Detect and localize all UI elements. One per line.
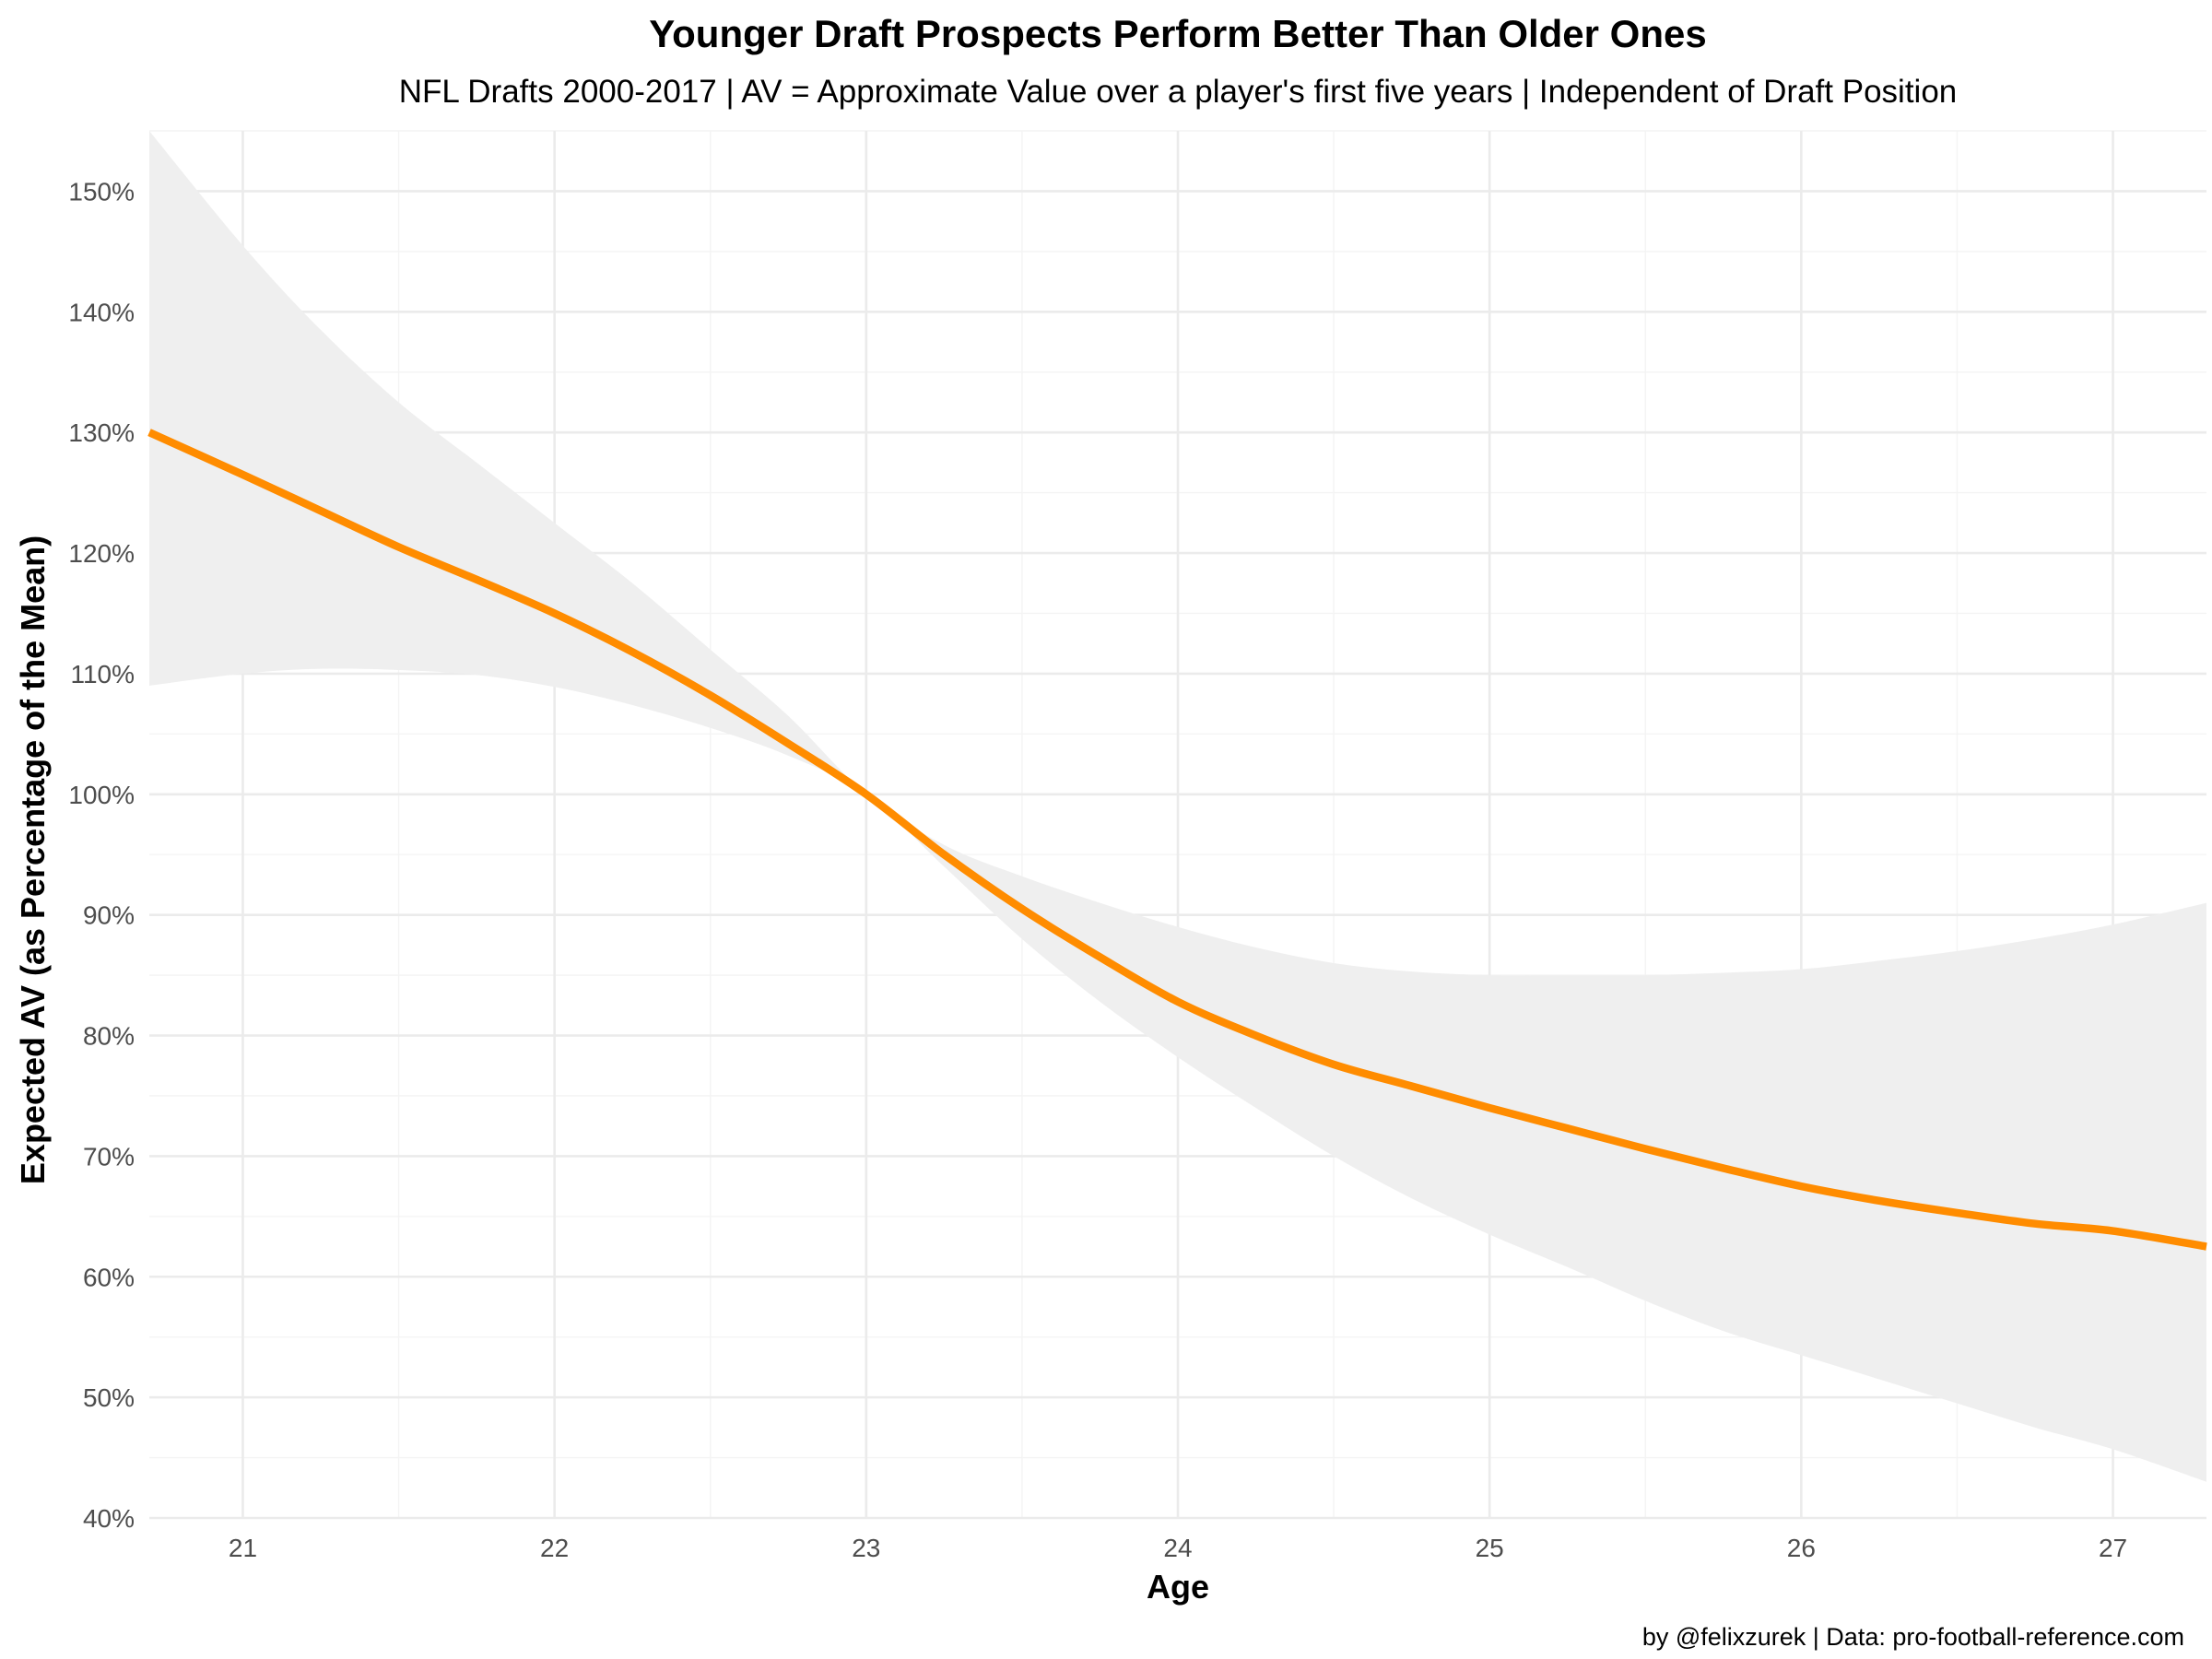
x-tick-label: 22 xyxy=(540,1534,569,1562)
y-axis-tick-labels: 40% 50% 60% 70% 80% 90% 100% 110% 120% 130% 140% 15… xyxy=(68,177,135,1533)
y-tick-label: 50% xyxy=(83,1383,135,1412)
y-tick-label: 100% xyxy=(68,781,135,809)
y-tick-label: 120% xyxy=(68,539,135,568)
y-tick-label: 70% xyxy=(83,1142,135,1171)
x-tick-label: 23 xyxy=(852,1534,880,1562)
chart-subtitle: NFL Drafts 2000-2017 | AV = Approximate … xyxy=(399,74,1958,110)
y-tick-label: 40% xyxy=(83,1504,135,1533)
x-tick-label: 27 xyxy=(2099,1534,2127,1562)
y-axis-title: Expected AV (as Percentage of the Mean) xyxy=(14,535,52,1184)
y-tick-label: 60% xyxy=(83,1263,135,1291)
fit-line xyxy=(147,429,2207,1251)
x-tick-label: 26 xyxy=(1787,1534,1816,1562)
x-axis-title: Age xyxy=(1147,1568,1209,1606)
y-tick-label: 110% xyxy=(70,660,135,688)
confidence-band xyxy=(149,131,2206,1482)
chart-title: Younger Draft Prospects Perform Better T… xyxy=(649,12,1706,55)
y-tick-label: 80% xyxy=(83,1022,135,1051)
y-tick-label: 140% xyxy=(68,298,135,326)
x-tick-label: 24 xyxy=(1163,1534,1192,1562)
y-tick-label: 130% xyxy=(68,418,135,447)
x-tick-label: 25 xyxy=(1476,1534,1504,1562)
chart-caption: by @felixzurek | Data: pro-football-refe… xyxy=(1642,1623,2184,1651)
x-axis-tick-labels: 21 22 23 24 25 26 27 xyxy=(229,1534,2127,1562)
y-tick-label: 150% xyxy=(68,177,135,206)
x-tick-label: 21 xyxy=(229,1534,257,1562)
y-tick-label: 90% xyxy=(83,901,135,930)
